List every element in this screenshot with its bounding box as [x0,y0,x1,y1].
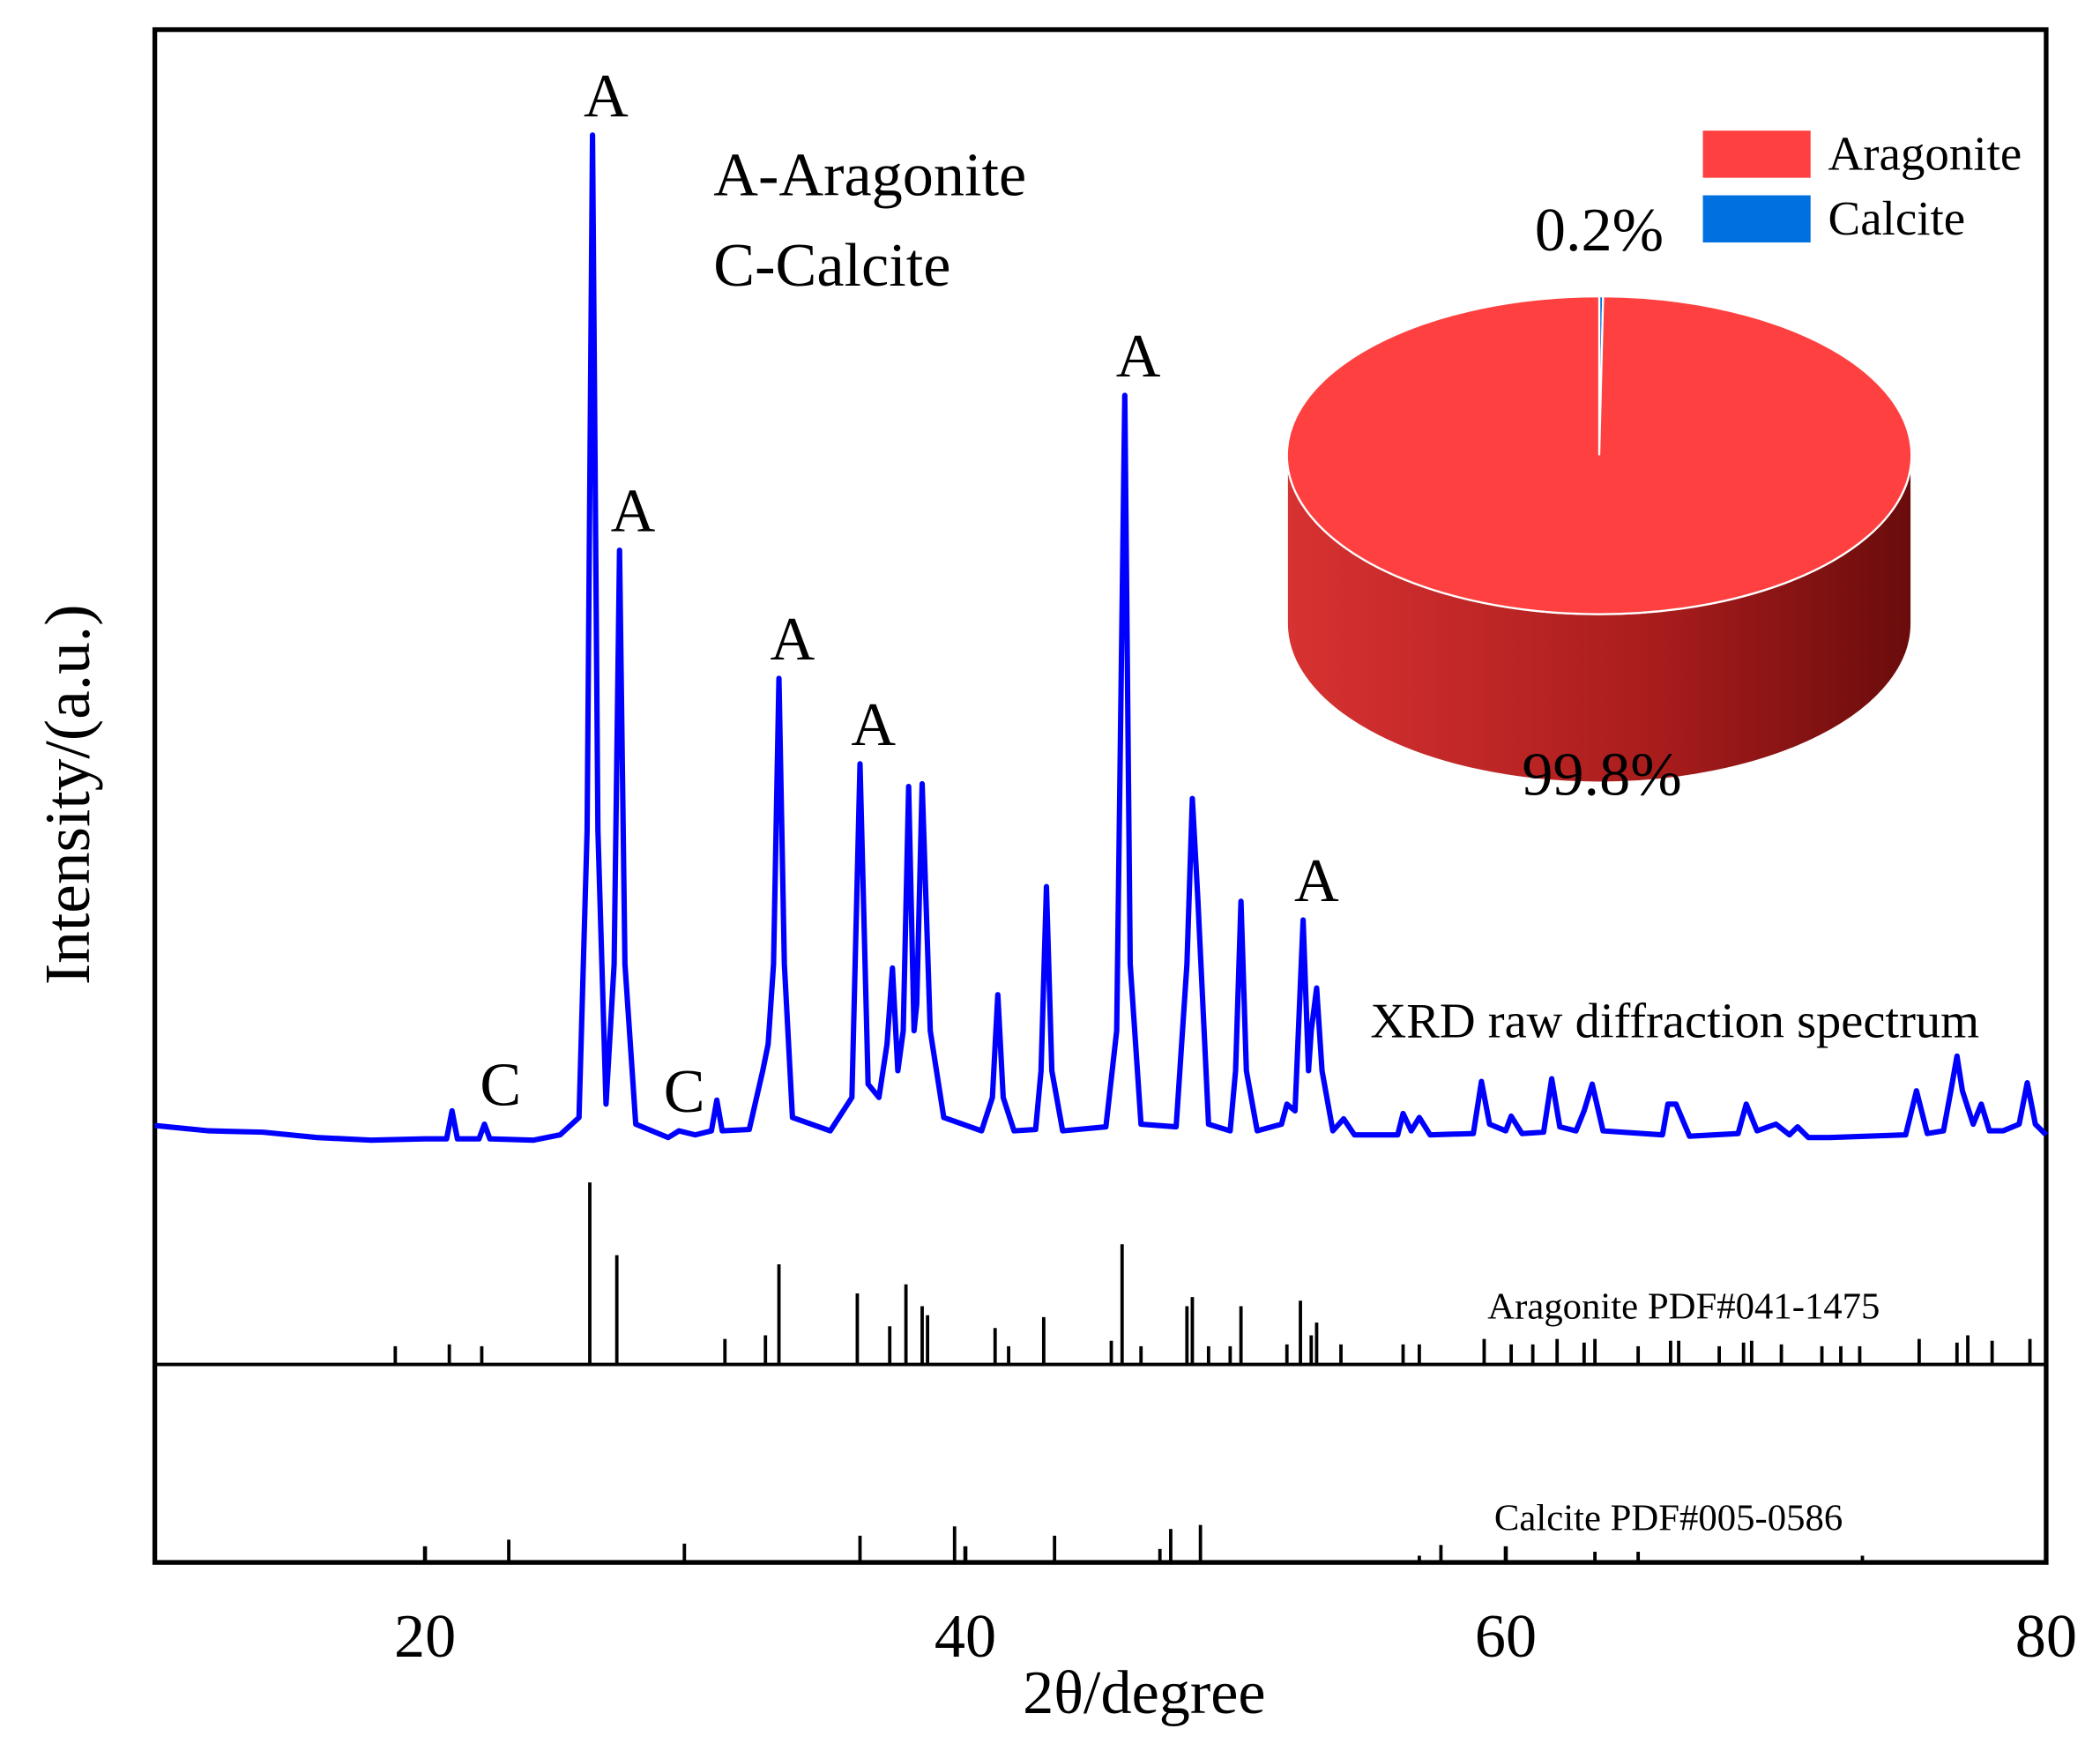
peak-label: A [1294,846,1339,915]
legend-label: Aragonite [1828,126,2022,180]
series-label: Calcite PDF#005-0586 [1494,1497,1843,1539]
legend-label: Calcite [1828,191,1966,245]
spectrum-line [154,132,2049,1144]
series-label: XRD raw diffraction spectrum [1370,994,1979,1048]
pie-slice [1285,294,1913,615]
x-tick-label: 40 [935,1602,996,1671]
series-label: Aragonite PDF#041-1475 [1487,1286,1880,1328]
peak-label: C [480,1051,521,1120]
x-axis-label: 2θ/degree [1023,1658,1265,1727]
pie-value-label: 0.2% [1535,196,1664,265]
x-tick-label: 20 [394,1602,456,1671]
peak-label: A [770,605,815,674]
x-tick-label: 60 [1475,1602,1537,1671]
key-text: C-Calcite [713,231,950,300]
key-text: A-Aragonite [713,140,1026,209]
y-axis-label: Intensity/(a.u.) [32,605,103,986]
peak-label: A [584,62,629,130]
peak-label: A [1116,322,1161,391]
peak-label: C [664,1057,705,1126]
legend-swatch [1702,195,1811,242]
plot-frame [152,26,2049,1565]
peak-label: A [851,690,896,759]
peak-label: A [611,477,656,546]
pie-value-label: 99.8% [1522,740,1681,808]
legend-swatch [1702,130,1811,178]
x-tick-label: 80 [2015,1602,2077,1671]
